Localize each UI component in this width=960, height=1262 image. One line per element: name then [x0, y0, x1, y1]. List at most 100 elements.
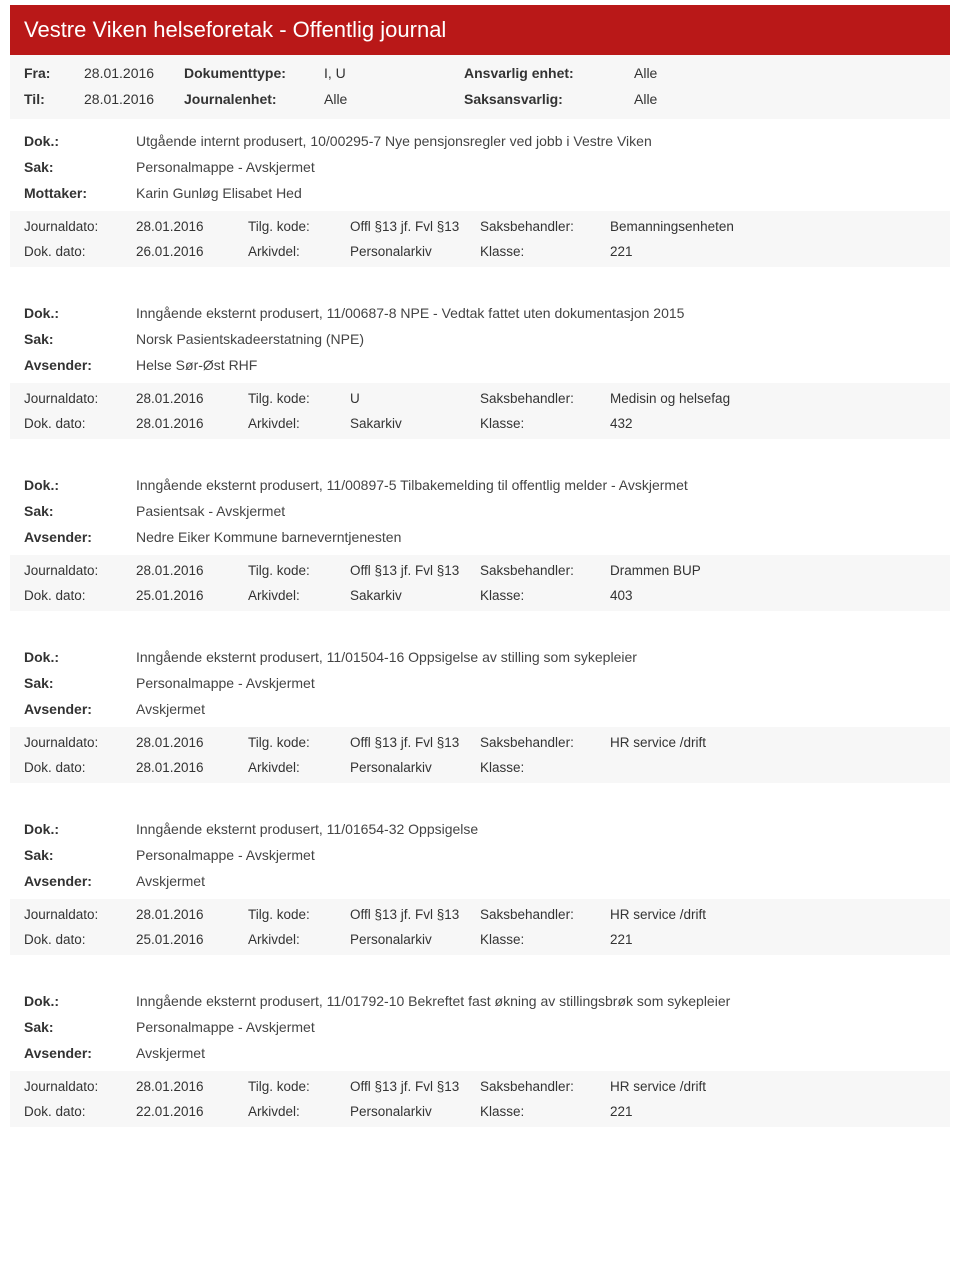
klasse-label: Klasse: [480, 760, 610, 775]
journaldato-label: Journaldato: [24, 219, 136, 234]
arkivdel-label: Arkivdel: [248, 1104, 350, 1119]
party-value: Nedre Eiker Kommune barneverntjenesten [136, 529, 936, 545]
tilgkode-label: Tilg. kode: [248, 735, 350, 750]
party-value: Avskjermet [136, 873, 936, 889]
arkivdel-value: Personalarkiv [350, 760, 480, 775]
tilgkode-value: Offl §13 jf. Fvl §13 [350, 1079, 480, 1094]
arkivdel-value: Personalarkiv [350, 932, 480, 947]
journaldato-value: 28.01.2016 [136, 219, 248, 234]
saksbehandler-label: Saksbehandler: [480, 907, 610, 922]
ansvarlig-value: Alle [634, 65, 734, 81]
tilgkode-label: Tilg. kode: [248, 563, 350, 578]
party-label: Avsender: [24, 529, 136, 545]
klasse-value: 403 [610, 588, 936, 603]
saksbehandler-label: Saksbehandler: [480, 391, 610, 406]
arkivdel-value: Personalarkiv [350, 1104, 480, 1119]
saksbehandler-value: Drammen BUP [610, 563, 936, 578]
tilgkode-value: Offl §13 jf. Fvl §13 [350, 907, 480, 922]
sak-value: Norsk Pasientskadeerstatning (NPE) [136, 331, 936, 347]
arkivdel-value: Sakarkiv [350, 588, 480, 603]
klasse-label: Klasse: [480, 244, 610, 259]
saksansvarlig-value: Alle [634, 91, 734, 107]
tilgkode-value: Offl §13 jf. Fvl §13 [350, 735, 480, 750]
journaldato-label: Journaldato: [24, 563, 136, 578]
saksbehandler-label: Saksbehandler: [480, 735, 610, 750]
dokdato-value: 28.01.2016 [136, 416, 248, 431]
sak-label: Sak: [24, 331, 136, 347]
sak-value: Personalmappe - Avskjermet [136, 159, 936, 175]
dok-label: Dok.: [24, 477, 136, 493]
dok-label: Dok.: [24, 305, 136, 321]
klasse-label: Klasse: [480, 588, 610, 603]
dok-value: Inngående eksternt produsert, 11/00687-8… [136, 305, 936, 321]
journaldato-label: Journaldato: [24, 391, 136, 406]
journal-entry: Dok.:Inngående eksternt produsert, 11/00… [10, 299, 950, 439]
party-label: Avsender: [24, 701, 136, 717]
sak-value: Pasientsak - Avskjermet [136, 503, 936, 519]
journal-entry: Dok.:Inngående eksternt produsert, 11/01… [10, 643, 950, 783]
journal-entry: Dok.:Inngående eksternt produsert, 11/00… [10, 471, 950, 611]
sak-label: Sak: [24, 1019, 136, 1035]
tilgkode-label: Tilg. kode: [248, 391, 350, 406]
journaldato-value: 28.01.2016 [136, 563, 248, 578]
dokdato-label: Dok. dato: [24, 416, 136, 431]
party-value: Avskjermet [136, 1045, 936, 1061]
klasse-value: 432 [610, 416, 936, 431]
journaldato-value: 28.01.2016 [136, 907, 248, 922]
tilgkode-label: Tilg. kode: [248, 1079, 350, 1094]
dokumenttype-label: Dokumenttype: [184, 65, 324, 81]
dokdato-value: 25.01.2016 [136, 932, 248, 947]
arkivdel-label: Arkivdel: [248, 244, 350, 259]
journaldato-label: Journaldato: [24, 1079, 136, 1094]
fra-label: Fra: [24, 65, 84, 81]
dok-value: Inngående eksternt produsert, 11/01654-3… [136, 821, 936, 837]
party-value: Avskjermet [136, 701, 936, 717]
tilgkode-label: Tilg. kode: [248, 219, 350, 234]
saksbehandler-label: Saksbehandler: [480, 563, 610, 578]
tilgkode-value: Offl §13 jf. Fvl §13 [350, 563, 480, 578]
klasse-label: Klasse: [480, 932, 610, 947]
klasse-value: 221 [610, 1104, 936, 1119]
journaldato-label: Journaldato: [24, 735, 136, 750]
journalenhet-value: Alle [324, 91, 464, 107]
page-title: Vestre Viken helseforetak - Offentlig jo… [10, 5, 950, 55]
dokdato-value: 22.01.2016 [136, 1104, 248, 1119]
journaldato-label: Journaldato: [24, 907, 136, 922]
party-value: Helse Sør-Øst RHF [136, 357, 936, 373]
journal-entry: Dok.:Inngående eksternt produsert, 11/01… [10, 815, 950, 955]
dokdato-label: Dok. dato: [24, 760, 136, 775]
dokdato-label: Dok. dato: [24, 588, 136, 603]
journaldato-value: 28.01.2016 [136, 391, 248, 406]
party-label: Avsender: [24, 873, 136, 889]
dokdato-label: Dok. dato: [24, 932, 136, 947]
dok-value: Inngående eksternt produsert, 11/00897-5… [136, 477, 936, 493]
dokdato-value: 28.01.2016 [136, 760, 248, 775]
fra-value: 28.01.2016 [84, 65, 184, 81]
dok-value: Utgående internt produsert, 10/00295-7 N… [136, 133, 936, 149]
dok-label: Dok.: [24, 649, 136, 665]
dokdato-label: Dok. dato: [24, 244, 136, 259]
arkivdel-label: Arkivdel: [248, 588, 350, 603]
arkivdel-label: Arkivdel: [248, 760, 350, 775]
dok-value: Inngående eksternt produsert, 11/01792-1… [136, 993, 936, 1009]
sak-value: Personalmappe - Avskjermet [136, 847, 936, 863]
journal-entry: Dok.:Utgående internt produsert, 10/0029… [10, 127, 950, 267]
dok-label: Dok.: [24, 133, 136, 149]
sak-label: Sak: [24, 503, 136, 519]
dokdato-label: Dok. dato: [24, 1104, 136, 1119]
journaldato-value: 28.01.2016 [136, 735, 248, 750]
dok-label: Dok.: [24, 821, 136, 837]
arkivdel-value: Sakarkiv [350, 416, 480, 431]
party-label: Mottaker: [24, 185, 136, 201]
saksbehandler-label: Saksbehandler: [480, 1079, 610, 1094]
arkivdel-value: Personalarkiv [350, 244, 480, 259]
klasse-label: Klasse: [480, 416, 610, 431]
party-value: Karin Gunløg Elisabet Hed [136, 185, 936, 201]
til-label: Til: [24, 91, 84, 107]
dokumenttype-value: I, U [324, 65, 464, 81]
tilgkode-value: Offl §13 jf. Fvl §13 [350, 219, 480, 234]
klasse-value: 221 [610, 244, 936, 259]
saksbehandler-value: Bemanningsenheten [610, 219, 936, 234]
saksbehandler-value: HR service /drift [610, 735, 936, 750]
klasse-label: Klasse: [480, 1104, 610, 1119]
